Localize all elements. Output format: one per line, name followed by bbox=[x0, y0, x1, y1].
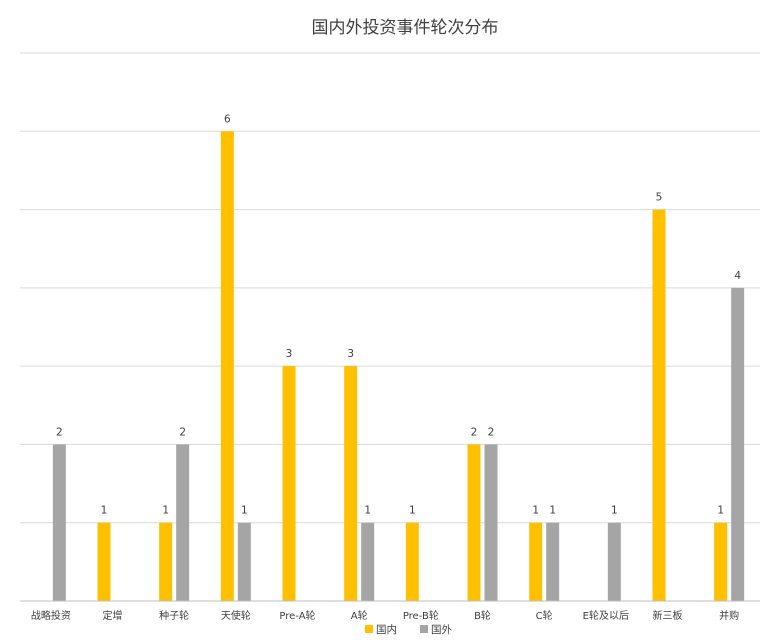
x-tick-label: Pre-B轮 bbox=[403, 609, 439, 622]
bar-domestic bbox=[652, 209, 666, 602]
bar-domestic bbox=[344, 366, 358, 601]
bar-domestic bbox=[714, 522, 728, 601]
x-tick-label: B轮 bbox=[474, 609, 491, 622]
data-label: 2 bbox=[488, 426, 495, 438]
bar-foreign bbox=[484, 444, 498, 601]
bar-foreign bbox=[546, 522, 560, 601]
data-label: 5 bbox=[656, 192, 663, 204]
x-tick-label: E轮及以后 bbox=[583, 609, 629, 622]
chart-title: 国内外投资事件轮次分布 bbox=[312, 18, 499, 38]
x-tick-label: 定增 bbox=[103, 609, 123, 622]
data-label: 2 bbox=[179, 426, 186, 438]
gridlines bbox=[20, 52, 760, 524]
legend-label: 国内 bbox=[376, 623, 397, 636]
data-label: 2 bbox=[56, 426, 63, 438]
bar-domestic bbox=[220, 131, 234, 602]
data-label: 1 bbox=[101, 505, 108, 517]
bar-foreign bbox=[731, 287, 745, 601]
data-label: 4 bbox=[734, 270, 741, 282]
x-tick-label: Pre-A轮 bbox=[279, 609, 315, 622]
bar-domestic bbox=[467, 444, 481, 601]
data-label: 1 bbox=[162, 505, 169, 517]
data-label: 3 bbox=[347, 348, 354, 360]
bar-foreign bbox=[52, 444, 66, 601]
data-label: 1 bbox=[409, 505, 416, 517]
legend-swatch bbox=[365, 625, 373, 633]
bar-foreign bbox=[237, 522, 251, 601]
bar-foreign bbox=[176, 444, 190, 601]
bar-domestic bbox=[97, 522, 111, 601]
bars bbox=[52, 131, 745, 602]
x-tick-label: 种子轮 bbox=[159, 609, 189, 622]
data-label: 1 bbox=[549, 505, 556, 517]
data-label: 2 bbox=[471, 426, 478, 438]
data-label: 1 bbox=[364, 505, 371, 517]
data-label: 6 bbox=[224, 113, 231, 125]
bar-domestic bbox=[405, 522, 419, 601]
x-tick-label: 天使轮 bbox=[221, 609, 251, 622]
bar-domestic bbox=[529, 522, 543, 601]
x-tick-label: A轮 bbox=[351, 609, 368, 622]
data-label: 1 bbox=[241, 505, 248, 517]
data-label: 1 bbox=[532, 505, 539, 517]
bar-foreign bbox=[361, 522, 375, 601]
x-tick-label: 战略投资 bbox=[31, 609, 71, 622]
legend-label: 国外 bbox=[431, 624, 452, 636]
x-tick-label: 新三板 bbox=[653, 609, 683, 622]
bar-foreign bbox=[607, 522, 621, 601]
data-label: 1 bbox=[717, 505, 724, 517]
x-tick-label: C轮 bbox=[536, 609, 553, 622]
x-tick-label: 并购 bbox=[719, 609, 739, 622]
bar-domestic bbox=[159, 522, 173, 601]
x-axis: 战略投资 定增 种子轮 天使轮 Pre-A轮 A轮 Pre-B轮 B轮 C轮 E轮及以后 新三板 并购 bbox=[20, 600, 760, 622]
data-label: 3 bbox=[286, 348, 293, 360]
bar-domestic bbox=[282, 366, 296, 601]
data-label: 1 bbox=[611, 505, 618, 517]
legend: 国内 国外 bbox=[365, 623, 452, 636]
legend-swatch bbox=[420, 625, 428, 633]
